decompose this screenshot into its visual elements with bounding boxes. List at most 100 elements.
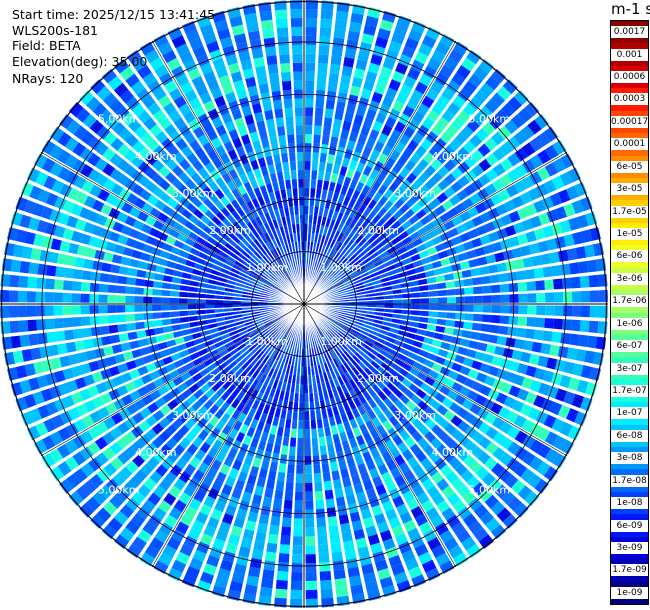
ray-bin [268, 358, 276, 368]
ray-bin [235, 282, 245, 288]
ray-bin [332, 358, 340, 368]
ray-bin [80, 293, 90, 303]
ray-bin [199, 92, 212, 105]
ray-bin [366, 351, 377, 360]
ray-bin [191, 372, 203, 383]
ray-bin [357, 50, 370, 62]
ray-bin [91, 371, 104, 383]
ray-bin [319, 324, 327, 333]
range-ring-label: 4.00km [135, 446, 177, 459]
ray-bin [396, 92, 409, 105]
ray-bin [289, 328, 295, 338]
ray-bin [382, 57, 396, 70]
ray-bin [137, 211, 149, 222]
ray-bin [155, 265, 166, 274]
ray-bin [169, 210, 181, 221]
ray-bin [260, 290, 270, 295]
ray-bin [252, 287, 262, 293]
ray-bin [311, 347, 315, 357]
ray-bin [377, 28, 391, 40]
ray-bin [370, 326, 381, 333]
ray-bin [65, 171, 79, 185]
ray-bin [416, 328, 427, 336]
ray-bin [526, 281, 537, 291]
ray-bin [333, 479, 342, 490]
ray-bin [382, 211, 392, 222]
ray-bin [389, 274, 399, 281]
ray-bin [469, 403, 482, 415]
ray-bin [453, 552, 469, 567]
ray-bin [266, 479, 275, 490]
ray-separator [303, 137, 560, 305]
ray-bin [355, 415, 365, 427]
ray-bin [335, 320, 344, 327]
ray-bin [192, 242, 203, 251]
ray-bin [504, 371, 517, 383]
ray-bin [330, 55, 342, 66]
ray-bin [29, 408, 42, 423]
ray-bin [333, 118, 342, 129]
ray-bin [214, 308, 224, 313]
ray-bin [185, 340, 196, 349]
ray-bin [309, 196, 315, 207]
ray-bin [297, 160, 304, 171]
ray-bin [144, 544, 160, 559]
ray-bin [393, 388, 404, 399]
ray-bin [111, 254, 123, 264]
ray-bin [511, 195, 524, 209]
ray-separator [303, 303, 443, 576]
ray-bin [304, 366, 308, 376]
ray-bin [96, 507, 112, 523]
ray-bin [265, 155, 274, 166]
ray-bin [101, 335, 112, 346]
ray-bin [154, 529, 169, 544]
ray-bin [415, 145, 427, 158]
ray-bin [358, 394, 367, 405]
ray-bin [433, 267, 444, 276]
ray-bin [459, 211, 471, 222]
ray-bin [281, 324, 289, 333]
ray-bin [492, 147, 506, 161]
ray-bin [169, 131, 183, 144]
ray-bin [389, 404, 400, 415]
ray-bin [355, 364, 364, 374]
ray-bin [374, 141, 385, 153]
ray-bin [443, 239, 454, 249]
ray-bin [397, 330, 408, 337]
ray-bin [401, 309, 412, 315]
ray-separator [137, 48, 305, 305]
ray-bin [315, 89, 326, 100]
ray-bin [57, 382, 70, 396]
ray-separator [303, 100, 531, 305]
ray-bin [146, 263, 157, 272]
ray-bin [345, 264, 355, 273]
ray-bin [161, 373, 172, 384]
ray-bin [484, 183, 497, 196]
ray-bin [347, 311, 357, 315]
ray-bin [275, 18, 288, 29]
ray-bin [279, 544, 290, 554]
ray-bin [362, 380, 372, 391]
ray-bin [238, 546, 251, 558]
ray-bin [359, 423, 369, 435]
ray-bin [389, 349, 400, 358]
ray-bin [216, 281, 227, 287]
ray-bin [490, 193, 503, 206]
ray-bin [579, 275, 590, 288]
ray-bin [417, 471, 430, 484]
ray-bin [258, 83, 270, 94]
ray-bin [242, 528, 255, 540]
ray-bin [329, 533, 341, 544]
ray-bin [537, 240, 549, 253]
ray-bin [197, 134, 210, 146]
ray-bin [350, 273, 360, 280]
ray-bin [418, 521, 433, 535]
ray-bin [277, 266, 285, 275]
ray-bin [253, 348, 262, 357]
ray-separator [67, 112, 305, 305]
ray-bin [311, 428, 318, 438]
ray-bin [362, 165, 373, 177]
ray-bin [374, 287, 384, 293]
ray-bin [317, 62, 328, 73]
ray-bin [342, 277, 352, 284]
